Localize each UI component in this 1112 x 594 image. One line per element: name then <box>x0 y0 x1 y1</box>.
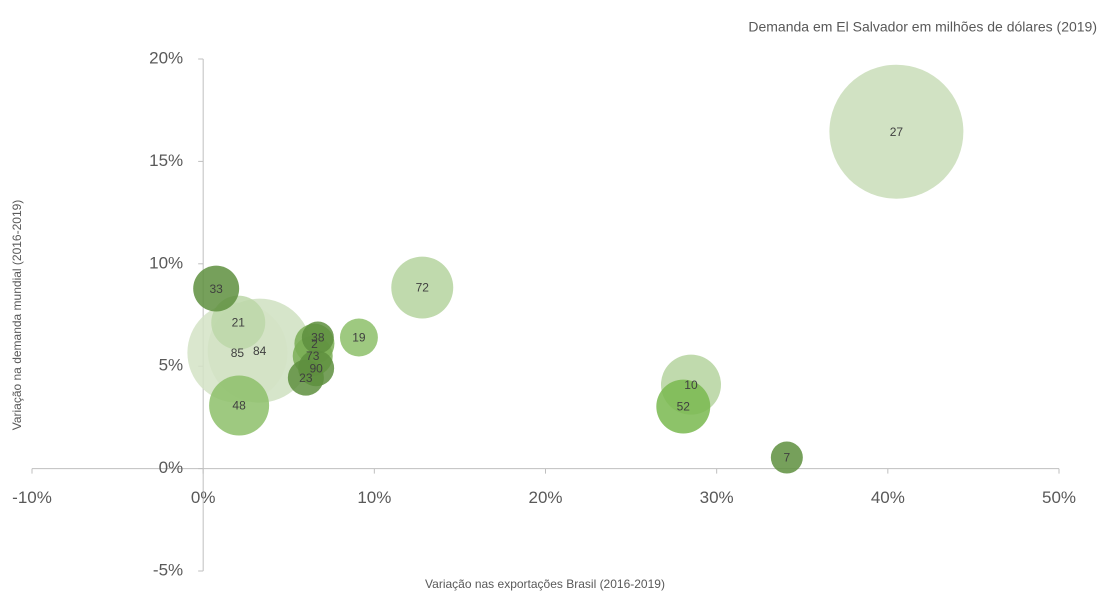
bubble-label: 52 <box>677 400 691 414</box>
bubble-label: 90 <box>309 361 323 375</box>
bubble-label: 21 <box>232 316 246 330</box>
y-axis-title: Variação na demanda mundial (2016-2019) <box>10 200 24 431</box>
bubble <box>339 318 378 357</box>
y-tick-label: -5% <box>153 560 183 579</box>
y-tick-label: 10% <box>149 253 183 272</box>
x-tick-label: 40% <box>871 488 905 507</box>
bubble <box>391 256 454 319</box>
bubble <box>287 359 324 396</box>
size-legend: Demanda em El Salvador em milhões de dól… <box>748 19 1097 35</box>
bubble-label: 27 <box>890 125 904 139</box>
bubble-label: 84 <box>253 344 267 358</box>
x-tick-label: 50% <box>1042 488 1076 507</box>
bubble-label: 72 <box>416 281 430 295</box>
bubble <box>209 375 270 436</box>
bubble <box>770 441 803 474</box>
bubble-label: 2 <box>311 337 318 351</box>
x-tick-label: 20% <box>528 488 562 507</box>
y-tick-label: 5% <box>159 356 184 375</box>
bubble <box>301 321 334 354</box>
y-tick-label: 0% <box>159 458 184 477</box>
y-tick-label: 20% <box>149 48 183 67</box>
x-tick-label: -10% <box>12 488 52 507</box>
bubble-label: 10 <box>684 378 698 392</box>
bubble-label: 33 <box>209 282 223 296</box>
bubble-label: 73 <box>306 349 320 363</box>
x-axis-title: Variação nas exportações Brasil (2016-20… <box>425 577 665 591</box>
bubble-label: 48 <box>232 399 246 413</box>
x-tick-label: 10% <box>357 488 391 507</box>
bubble-label: 19 <box>352 331 366 345</box>
bubble-label: 7 <box>784 451 791 465</box>
x-tick-label: 0% <box>191 488 216 507</box>
bubble <box>829 64 964 199</box>
x-tick-label: 30% <box>700 488 734 507</box>
y-tick-label: 15% <box>149 151 183 170</box>
bubble-label: 85 <box>231 346 245 360</box>
bubble-label: 23 <box>299 371 313 385</box>
bubble <box>656 379 711 434</box>
bubble <box>193 265 240 312</box>
bubble-label: 38 <box>311 331 325 345</box>
